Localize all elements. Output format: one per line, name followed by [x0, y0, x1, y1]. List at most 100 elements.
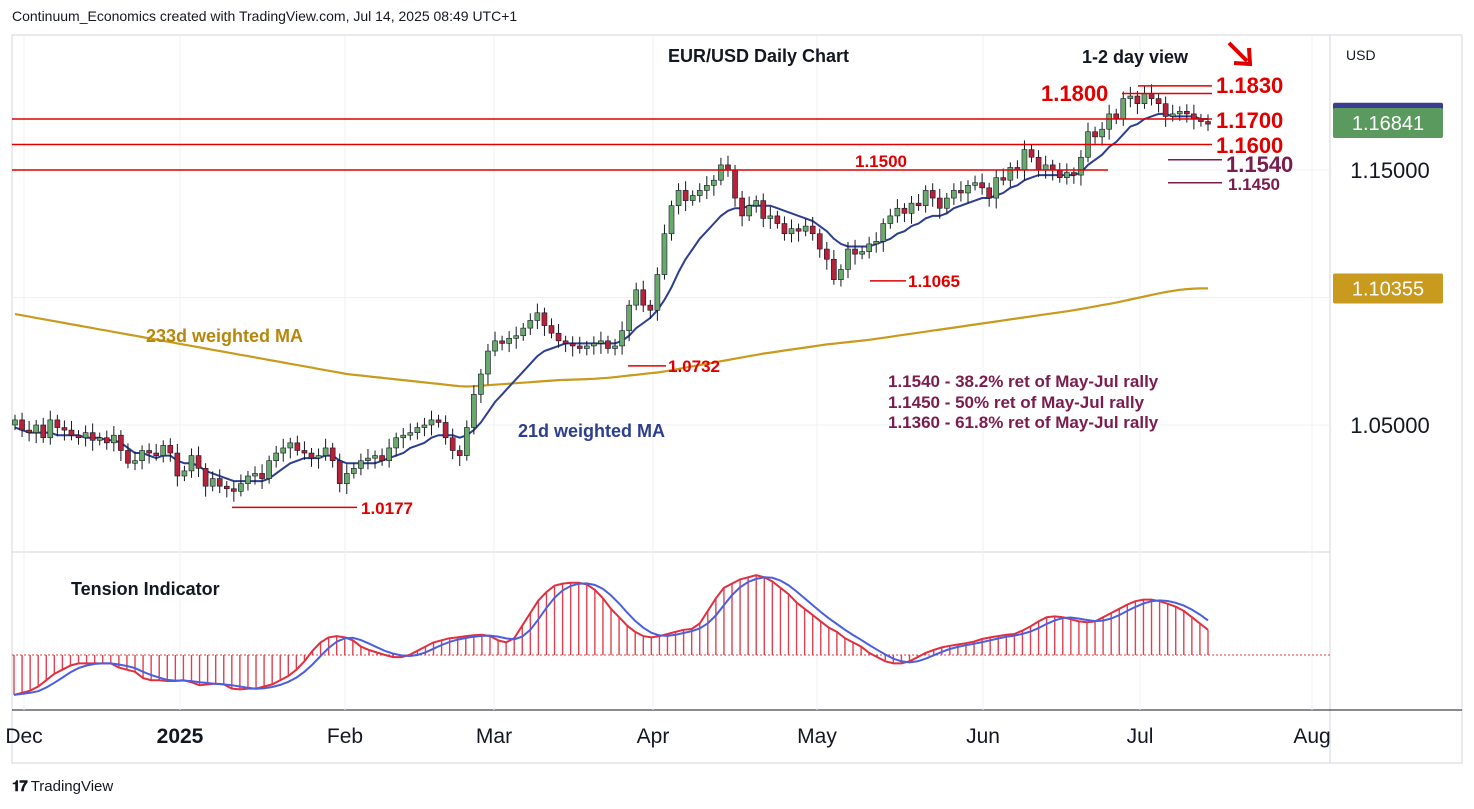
- candle-body: [562, 340, 569, 344]
- candle: [1113, 108, 1120, 125]
- candle-body: [471, 394, 477, 428]
- chart-title: EUR/USD Daily Chart: [668, 46, 849, 66]
- candle-body: [1162, 103, 1169, 117]
- tradingview-logo-icon: 𝟏𝟕: [12, 778, 28, 795]
- price-axis-tick: 1.05000: [1350, 413, 1430, 438]
- time-axis-tick: Jun: [966, 725, 1000, 748]
- candle: [668, 200, 675, 241]
- candle-body: [195, 455, 202, 469]
- candle: [12, 414, 18, 431]
- candle: [1198, 113, 1204, 127]
- candle: [746, 196, 752, 221]
- candle: [682, 181, 689, 212]
- candle: [795, 223, 802, 242]
- candle-body: [668, 205, 675, 235]
- candle-body: [633, 289, 640, 306]
- candle: [188, 448, 195, 478]
- candle: [421, 417, 428, 437]
- candle-body: [456, 450, 463, 456]
- candle: [54, 414, 61, 437]
- candle-body: [393, 437, 399, 449]
- candle: [958, 181, 964, 202]
- price-badge: 1.16841: [1333, 108, 1443, 139]
- candle: [922, 185, 929, 213]
- candle: [132, 451, 138, 471]
- candle-body: [1134, 95, 1141, 105]
- time-axis-tick: Aug: [1293, 725, 1330, 748]
- candle: [576, 336, 583, 354]
- candle-body: [1071, 172, 1077, 176]
- candle-body: [1092, 131, 1098, 138]
- candle: [1162, 96, 1169, 127]
- candle-body: [936, 197, 943, 209]
- ma-233-path: [14, 287, 1208, 388]
- annotation-fib-382: 1.1540 - 38.2% ret of May-Jul rally: [888, 372, 1159, 391]
- candle: [1141, 86, 1148, 109]
- candle-body: [944, 197, 950, 209]
- time-axis-tick: Apr: [637, 725, 670, 748]
- tension-slow-line: [13, 576, 1209, 696]
- time-axis-tick: May: [797, 725, 837, 748]
- candle: [852, 239, 858, 265]
- candle-body: [1148, 93, 1155, 99]
- candle-body: [294, 442, 301, 451]
- candle: [118, 430, 124, 461]
- candle: [259, 464, 265, 490]
- candle: [393, 432, 399, 457]
- candle-body: [485, 350, 491, 375]
- candle: [711, 175, 717, 196]
- candle: [471, 385, 477, 435]
- candle-body: [280, 447, 287, 454]
- candle-body: [266, 460, 272, 479]
- candle-body: [231, 488, 237, 492]
- candle: [986, 182, 992, 207]
- candle-body: [89, 432, 96, 441]
- candle: [972, 175, 978, 191]
- candle-body: [986, 187, 992, 199]
- candle-body: [273, 452, 279, 461]
- candle-body: [322, 447, 329, 456]
- candle: [809, 216, 816, 241]
- tension-indicator-title: Tension Indicator: [71, 579, 220, 599]
- ma-21-line: [14, 112, 1208, 483]
- candle-body: [1141, 93, 1148, 104]
- candle: [788, 219, 795, 243]
- candle-body: [1078, 156, 1084, 176]
- candle-body: [358, 460, 364, 469]
- candle: [414, 422, 421, 440]
- candle: [322, 438, 329, 461]
- candle-body: [866, 243, 872, 252]
- candle: [513, 326, 520, 349]
- candle-body: [569, 343, 576, 347]
- candle: [1191, 104, 1197, 130]
- candle-body: [612, 345, 618, 349]
- candle-body: [54, 419, 61, 428]
- candle-body: [308, 452, 315, 459]
- level-1700-label: 1.1700: [1216, 108, 1283, 133]
- candle: [174, 443, 181, 487]
- candle-body: [1007, 167, 1014, 181]
- candle-body: [1176, 111, 1183, 115]
- candle: [68, 420, 75, 441]
- candle: [26, 420, 32, 442]
- candle-body: [96, 437, 103, 441]
- ma-233-line: [14, 287, 1208, 388]
- candle-body: [725, 164, 731, 171]
- candle-body: [520, 327, 527, 337]
- candle: [301, 441, 308, 460]
- price-badge-bg: [1333, 273, 1443, 304]
- candle-body: [513, 335, 520, 339]
- candle-body: [1191, 113, 1197, 120]
- candle-body: [1099, 128, 1105, 138]
- candle-body: [252, 473, 258, 477]
- candle-body: [1064, 172, 1070, 178]
- candle-body: [463, 427, 470, 456]
- candle: [569, 336, 576, 357]
- tradingview-brand[interactable]: 𝟏𝟕 TradingView: [12, 778, 113, 795]
- candle-body: [887, 215, 894, 224]
- candle: [33, 419, 39, 444]
- candle: [506, 331, 512, 353]
- candle-body: [816, 233, 823, 250]
